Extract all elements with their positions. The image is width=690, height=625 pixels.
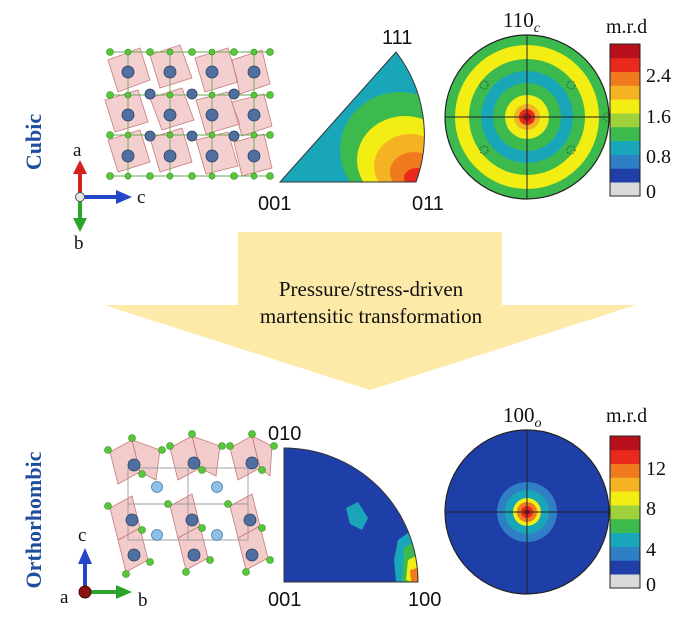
colorbar-segment	[610, 85, 640, 100]
orthorhombic-ipf-map	[283, 447, 419, 583]
orthorhombic-axis-c-label: c	[78, 525, 86, 546]
colorbar-segment	[610, 126, 640, 142]
cubic-ipf-map	[278, 51, 425, 183]
cubic-colorbar-tick: 0.8	[646, 146, 671, 168]
orthorhombic-colorbar-tick: 0	[646, 574, 656, 596]
colorbar-segment	[610, 491, 640, 506]
orthorhombic-axis-a-label: a	[60, 587, 69, 608]
cubic-axes-icon	[73, 160, 132, 232]
cubic-colorbar-tick: 2.4	[646, 65, 671, 87]
orthorhombic-colorbar-tick: 12	[646, 458, 666, 480]
colorbar-segment	[610, 44, 640, 59]
colorbar-segment	[610, 505, 640, 520]
cubic-crystal-structure	[104, 44, 274, 180]
colorbar-segment	[610, 154, 640, 169]
colorbar-segment	[610, 560, 640, 575]
transformation-arrow	[104, 232, 636, 390]
colorbar-segment	[610, 436, 640, 451]
orthorhombic-phase-label: Orthorhombic	[21, 451, 46, 588]
cubic-colorbar	[609, 43, 641, 197]
colorbar-segment	[610, 57, 640, 72]
colorbar-segment	[610, 574, 640, 589]
cubic-axis-c-label: c	[137, 187, 145, 208]
colorbar-segment	[610, 113, 640, 128]
colorbar-segment	[610, 168, 640, 183]
colorbar-border	[609, 43, 641, 197]
transformation-text-line1: Pressure/stress-driven	[279, 277, 464, 301]
orthorhombic-colorbar-title: m.r.d	[606, 405, 647, 427]
cubic-axis-a-label: a	[73, 140, 82, 161]
cubic-pole-figure	[444, 34, 612, 200]
orthorhombic-crystal-structure	[104, 430, 278, 578]
colorbar-segment	[610, 518, 640, 534]
cubic-ipf-corner-111: 111	[382, 27, 412, 49]
cubic-colorbar-title: m.r.d	[606, 16, 647, 38]
orthorhombic-pole-figure	[444, 429, 610, 595]
cubic-pf-title: 110c	[503, 8, 541, 36]
cubic-ipf-corner-001: 001	[258, 193, 291, 215]
orthorhombic-pf-title: 100o	[503, 403, 542, 431]
colorbar-segment	[610, 99, 640, 114]
orthorhombic-axes-icon	[78, 548, 132, 599]
colorbar-segment	[610, 546, 640, 561]
colorbar-border	[609, 435, 641, 589]
transformation-text-line2: martensitic transformation	[260, 304, 483, 328]
orthorhombic-ipf-corner-010: 010	[268, 423, 301, 445]
colorbar-segment	[610, 477, 640, 492]
colorbar-segment	[610, 532, 640, 547]
orthorhombic-colorbar-tick: 4	[646, 539, 656, 561]
cubic-colorbar-tick: 1.6	[646, 106, 671, 128]
cubic-ipf-corner-011: 011	[412, 193, 444, 215]
cubic-phase-label: Cubic	[21, 114, 46, 170]
cubic-colorbar-tick: 0	[646, 181, 656, 203]
colorbar-segment	[610, 449, 640, 464]
orthorhombic-colorbar-tick: 8	[646, 498, 656, 520]
colorbar-segment	[610, 182, 640, 197]
orthorhombic-axis-b-label: b	[138, 590, 148, 611]
cubic-axis-b-label: b	[74, 233, 84, 254]
colorbar-segment	[610, 71, 640, 86]
orthorhombic-ipf-corner-001: 001	[268, 589, 301, 611]
colorbar-segment	[610, 463, 640, 478]
colorbar-segment	[610, 140, 640, 155]
orthorhombic-ipf-corner-100: 100	[408, 589, 441, 611]
orthorhombic-colorbar	[609, 435, 641, 589]
